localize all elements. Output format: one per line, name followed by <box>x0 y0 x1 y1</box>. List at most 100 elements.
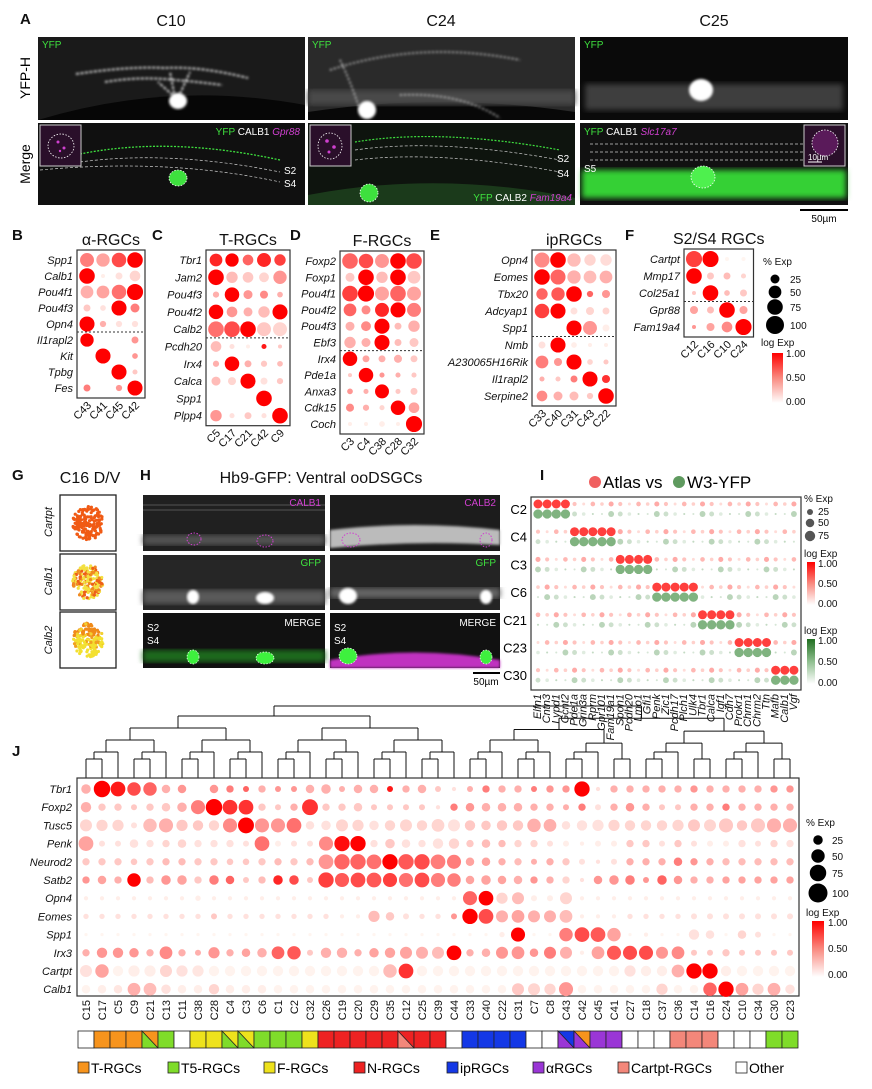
inset <box>309 124 352 167</box>
expression-dot <box>770 949 778 956</box>
atlas-dot <box>782 585 787 590</box>
expression-dot <box>112 965 124 977</box>
gene-label: Serpine2 <box>484 391 528 403</box>
cluster-label: C26 <box>321 1000 333 1020</box>
class-box <box>621 1030 639 1049</box>
atlas-dot <box>672 556 678 562</box>
expression-dot <box>258 803 266 811</box>
cell-point <box>75 516 79 521</box>
gene-label: Elfn1 <box>532 694 544 719</box>
expression-dot <box>626 858 634 866</box>
expression-dot <box>97 984 107 994</box>
atlas-dot <box>727 557 733 562</box>
w3-yfp-dot <box>681 566 687 572</box>
expression-dot <box>259 290 269 299</box>
image-gfp-left: GFP <box>143 555 325 610</box>
atlas-dot <box>764 612 769 618</box>
dotplot-title: S2/S4 RGCs <box>673 231 765 248</box>
expression-dot <box>222 799 238 815</box>
expression-dot <box>578 803 586 811</box>
expression-dot <box>369 984 379 994</box>
atlas-dot <box>691 529 696 535</box>
class-box <box>173 1030 191 1049</box>
w3-yfp-dot <box>637 512 640 516</box>
expression-dot <box>111 300 127 316</box>
w3-yfp-dot <box>569 537 580 547</box>
cell-point <box>77 509 81 513</box>
atlas-dot <box>599 612 605 618</box>
w3-yfp-dot <box>536 596 540 599</box>
atlas-dot <box>654 639 660 646</box>
cell-point <box>79 639 83 644</box>
expression-dot <box>543 910 557 923</box>
gene-label: Tbr1 <box>49 784 72 796</box>
cluster-label: C33 <box>465 1000 477 1020</box>
expression-dot <box>129 270 141 282</box>
expression-dot <box>407 286 421 301</box>
cell-point <box>87 519 92 523</box>
w3-yfp-dot <box>761 647 772 658</box>
expression-dot <box>659 896 665 901</box>
atlas-dot <box>691 640 696 645</box>
w3-yfp-dot <box>683 512 686 516</box>
panel-label-c: C <box>152 227 163 244</box>
gene-label: Irx4 <box>318 354 336 366</box>
expression-dot <box>495 910 509 923</box>
layer-label-s4: S4 <box>557 169 570 180</box>
expression-dot <box>510 927 526 942</box>
atlas-dot <box>709 584 714 590</box>
cell-point <box>97 521 101 525</box>
gene-label: Mafb <box>770 694 782 718</box>
gene-label: Chrm1 <box>742 694 754 727</box>
atlas-dot <box>791 612 796 617</box>
expression-dot <box>402 804 410 811</box>
w3-yfp-dot <box>780 675 790 685</box>
cell-point <box>98 523 102 528</box>
atlas-dot <box>600 502 604 506</box>
w3-yfp-dot <box>599 621 605 628</box>
cluster-label: C21 <box>145 1000 157 1020</box>
cell-point <box>92 593 97 597</box>
cell-point <box>100 582 104 586</box>
w3-yfp-dot <box>546 651 549 654</box>
expression-dot <box>95 348 111 364</box>
channel-label: MERGE <box>284 618 321 629</box>
expression-dot <box>147 913 153 920</box>
expression-dot <box>307 913 313 920</box>
cell-point <box>89 640 93 644</box>
expression-dot <box>83 913 89 920</box>
class-legend: T-RGCs T5-RGCs F-RGCs N-RGCs ipRGCs αRGCs Cart… <box>77 1060 784 1076</box>
expression-dot <box>342 285 358 302</box>
cluster-label: C30 <box>769 1000 781 1020</box>
expression-dot <box>432 965 444 977</box>
expression-dot <box>546 876 554 884</box>
w3-yfp-dot <box>699 649 706 656</box>
expression-dot <box>99 896 105 901</box>
expression-dot <box>277 291 283 298</box>
expression-dot <box>241 984 251 994</box>
w3-yfp-dot <box>564 568 567 571</box>
expression-dot <box>591 946 605 960</box>
expression-dot <box>361 321 371 332</box>
w3-yfp-dot <box>652 592 662 602</box>
expression-dot <box>363 421 369 427</box>
gene-label: Gpr88 <box>649 305 680 317</box>
title-atlas: Atlas vs <box>603 473 663 492</box>
gene-label: Plpp4 <box>174 411 202 423</box>
legend-label: αRGCs <box>546 1060 592 1076</box>
expression-dot <box>782 818 798 833</box>
expression-dot <box>321 784 331 794</box>
cell-point <box>78 628 82 632</box>
expression-dot <box>740 289 747 297</box>
w3-yfp-dot <box>600 651 604 654</box>
expression-dot <box>337 984 347 994</box>
w3-yfp-dot <box>754 511 760 517</box>
atlas-dot <box>736 529 742 535</box>
color-scale-label: 0.00 <box>786 397 806 408</box>
expression-dot <box>478 909 494 924</box>
atlas-dot <box>782 502 787 506</box>
expression-dot <box>511 892 525 905</box>
expression-dot <box>627 913 633 920</box>
dotplot-frame <box>531 249 617 407</box>
